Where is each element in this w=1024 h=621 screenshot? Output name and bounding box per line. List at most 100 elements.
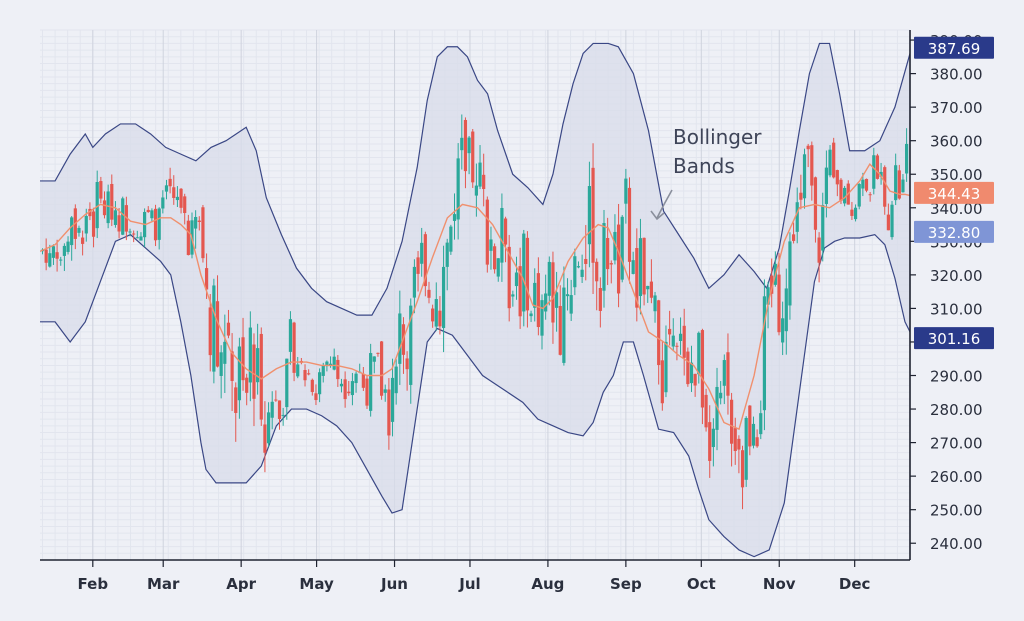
candle-body [449,226,453,252]
candle-body [759,413,763,435]
candle-body [824,167,828,204]
candle-body [620,216,624,280]
candle-body [821,205,825,251]
candle-body [511,294,515,297]
candle-body [700,330,705,408]
y-tick-label: 250.00 [930,502,983,520]
candle-body [431,308,435,322]
y-tick-label: 340.00 [930,200,983,218]
x-tick-label: Mar [147,575,180,593]
candle-body [631,260,635,274]
candle-body [660,360,664,404]
candle-body [412,266,417,298]
candle-body [325,361,329,367]
candle-body [573,256,577,288]
candle-body [890,204,894,238]
candle-body [438,310,442,327]
candle-body [44,249,48,263]
candle-body [277,400,282,419]
candle-body [365,378,369,406]
candle-body [843,187,847,204]
candle-body [208,307,212,356]
candle-body [766,287,770,305]
bollinger-band-area [40,42,910,558]
candle-body [328,363,333,366]
x-tick-label: Apr [226,575,256,593]
candle-body [554,292,559,308]
candle-body [646,285,650,290]
candle-body [872,155,876,189]
candle-body [256,348,260,383]
candle-body [84,215,88,234]
candle-body [536,273,540,328]
price-tag-label: 387.69 [928,40,981,58]
candle-body [234,387,238,413]
candle-body [802,154,807,199]
candle-body [828,149,832,176]
candle-body [248,327,252,383]
candle-body [744,417,748,480]
candle-body [726,352,730,396]
candle-body [478,162,482,187]
candle-body [318,372,322,395]
candle-body [500,207,504,263]
candle-body [722,360,726,386]
candle-body [168,178,172,187]
x-tick-label: Dec [839,575,871,593]
candle-body [879,171,883,177]
candle-body [850,209,854,216]
candle-body [901,179,905,193]
annotation-arrowhead [650,210,665,221]
candle-body [686,351,690,385]
candle-body [427,289,431,298]
candle-body [51,246,56,258]
candle-body [307,373,311,375]
candle-body [580,269,584,277]
candle-body [259,333,263,420]
candle-body [868,194,872,196]
y-tick-label: 380.00 [930,66,983,84]
candle-body [332,356,336,370]
candle-body [197,220,201,222]
candle-body [598,287,602,311]
candle-body [781,318,785,343]
candle-body [467,137,471,154]
candle-body [379,341,384,396]
candle-body [161,197,165,209]
y-tick-label: 310.00 [930,300,983,318]
candle-body [409,305,413,385]
candle-body [708,422,712,461]
x-tick-label: Feb [78,575,109,593]
candle-body [678,333,683,341]
y-tick-label: 280.00 [930,401,983,419]
candle-body [777,274,781,333]
candle-body [110,183,114,220]
x-tick-label: Oct [687,575,716,593]
y-tick-label: 320.00 [930,267,983,285]
candle-body [456,158,460,220]
candle-body [587,186,592,245]
price-tag-label: 332.80 [928,224,981,242]
price-tag [914,220,994,243]
candle-body [237,346,241,401]
price-tag [914,181,994,204]
candle-body [441,266,446,328]
candle-body [875,155,880,179]
candle-body [106,191,110,224]
candle-body [361,373,365,388]
candle-body [445,242,449,267]
bollinger-annotation: Bollinger Bands [650,125,762,221]
candle-body [463,119,468,172]
candle-body [737,438,741,450]
candle-body [150,210,154,219]
x-tick-label: Sep [610,575,642,593]
candle-body [394,366,398,394]
candle-body [627,187,632,262]
candle-body [204,268,209,290]
candle-body [540,300,544,336]
candle-body [48,253,52,267]
candle-body [832,142,836,178]
candle-body [99,181,103,199]
candle-body [638,238,643,297]
price-tags: 387.69 344.43 332.80 301.16 [914,36,994,350]
